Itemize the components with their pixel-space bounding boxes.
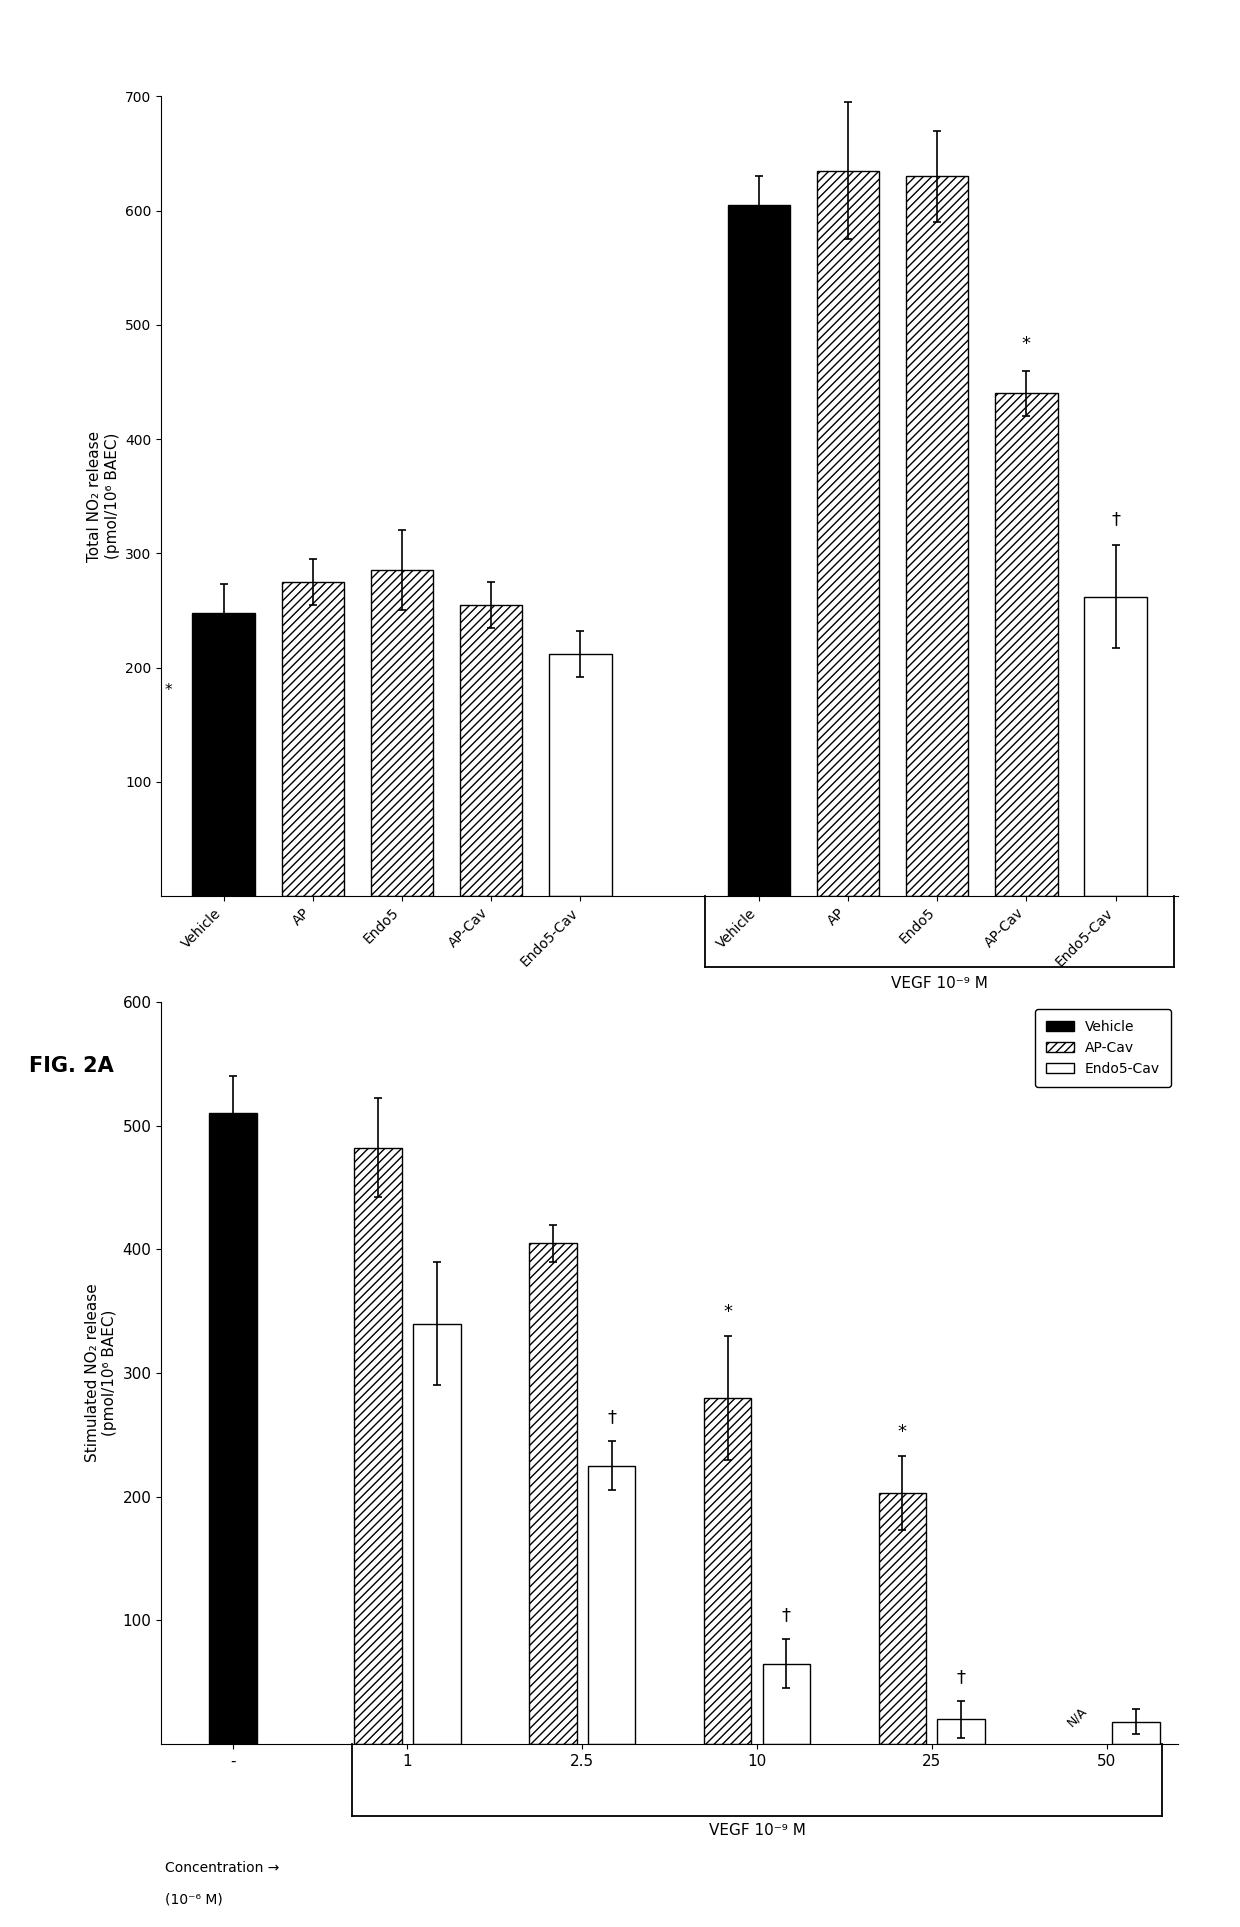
- Bar: [906, 177, 968, 896]
- Text: †: †: [782, 1605, 791, 1624]
- Bar: [355, 1148, 402, 1744]
- Bar: [549, 653, 611, 896]
- Text: (10⁻⁶ M): (10⁻⁶ M): [165, 1892, 223, 1906]
- Text: FIG. 2A: FIG. 2A: [29, 1056, 114, 1075]
- Legend: Vehicle, AP-Cav, Endo5-Cav: Vehicle, AP-Cav, Endo5-Cav: [1035, 1010, 1171, 1087]
- Text: †: †: [608, 1409, 616, 1426]
- Bar: [371, 570, 433, 896]
- Bar: [281, 582, 343, 896]
- Text: *: *: [898, 1422, 906, 1441]
- Bar: [878, 1493, 926, 1744]
- Text: Concentration →: Concentration →: [165, 1861, 279, 1875]
- Y-axis label: Stimulated NO₂ release
(pmol/10⁶ BAEC): Stimulated NO₂ release (pmol/10⁶ BAEC): [84, 1283, 117, 1463]
- Bar: [1112, 1721, 1159, 1744]
- Bar: [937, 1719, 985, 1744]
- Text: N/A: N/A: [1065, 1703, 1090, 1729]
- Text: †: †: [956, 1669, 966, 1686]
- Bar: [1084, 597, 1147, 896]
- Text: *: *: [1022, 335, 1030, 353]
- Text: †: †: [1111, 511, 1120, 528]
- Bar: [763, 1663, 810, 1744]
- Bar: [413, 1324, 461, 1744]
- Text: VEGF 10⁻⁹ M: VEGF 10⁻⁹ M: [892, 975, 988, 990]
- Bar: [529, 1243, 577, 1744]
- Bar: [704, 1397, 751, 1744]
- Bar: [996, 393, 1058, 896]
- Bar: [817, 172, 879, 896]
- Bar: [728, 204, 790, 896]
- Bar: [192, 613, 255, 896]
- Text: VEGF 10⁻⁹ M: VEGF 10⁻⁹ M: [708, 1823, 806, 1838]
- Text: *: *: [723, 1303, 732, 1322]
- Bar: [460, 605, 522, 896]
- Text: *: *: [165, 682, 172, 698]
- Bar: [588, 1466, 635, 1744]
- Bar: [208, 1114, 257, 1744]
- Y-axis label: Total NO₂ release
(pmol/10⁶ BAEC): Total NO₂ release (pmol/10⁶ BAEC): [87, 430, 119, 563]
